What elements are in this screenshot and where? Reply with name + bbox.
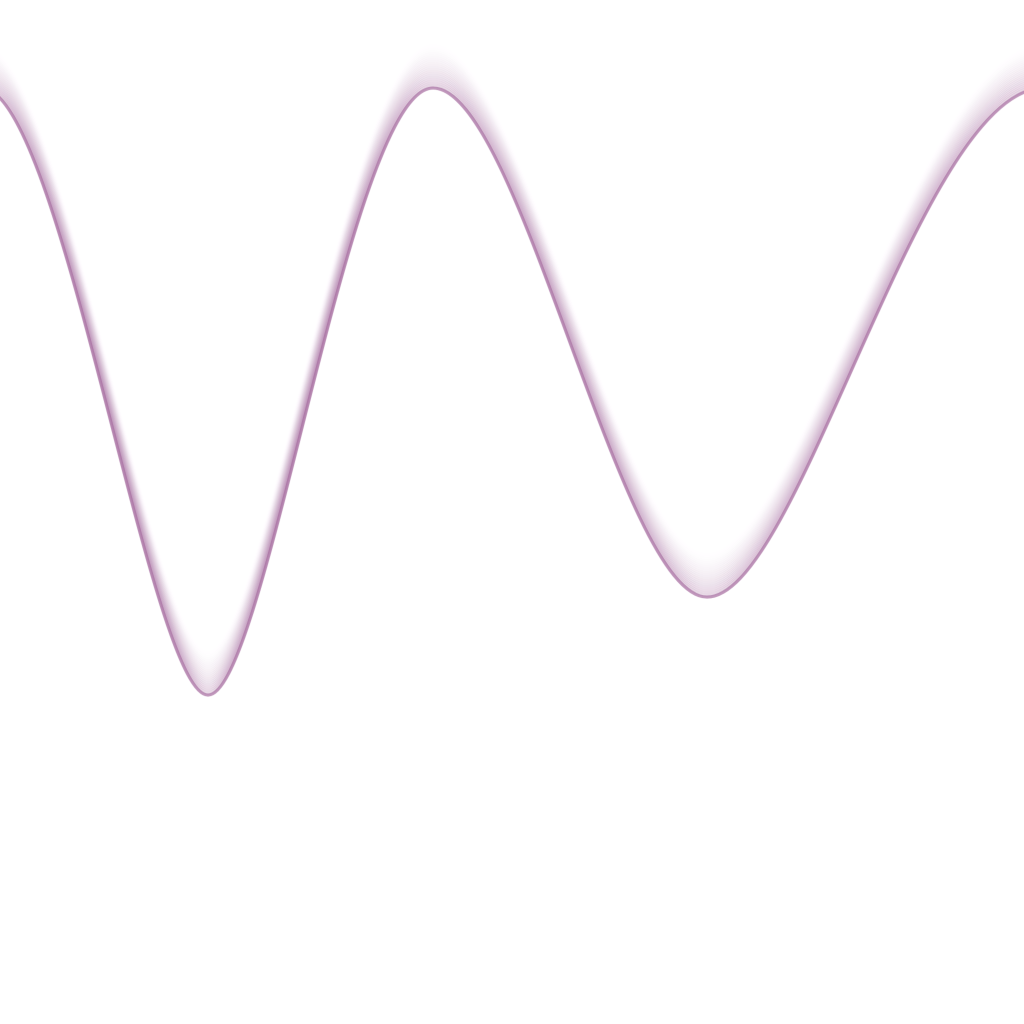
wave-shadow-layer [0,75,1024,688]
wave-shadow-layer [0,61,1024,674]
wave-shadow-layer [0,73,1024,686]
wave-shadow-layer [0,71,1024,684]
wave-shadow-layer [0,63,1024,676]
wave-line [0,86,1024,697]
wave-shadow-layer [0,69,1024,682]
wave-shadow-layer [0,77,1024,690]
wave-shadow-layer [0,65,1024,678]
wave-shadow [0,61,1024,698]
wave-shadow-layer [0,67,1024,680]
